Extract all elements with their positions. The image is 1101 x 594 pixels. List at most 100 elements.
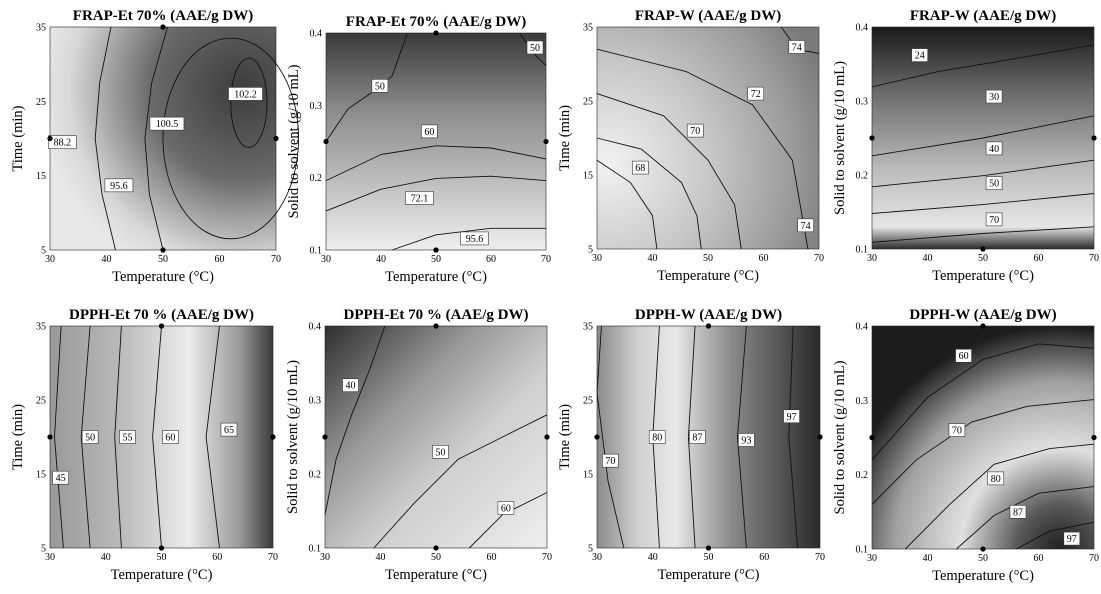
design-point [433,30,439,36]
x-tick-label: 70 [1089,253,1099,264]
panel-title: FRAP-Et 70% (AAE/g DW) [73,8,253,24]
contour-line [904,443,1095,550]
y-axis-label: Solid to solvent (g/10 mL) [286,64,302,218]
y-tick-label: 25 [583,97,593,108]
design-point [817,434,823,440]
y-tick-label: 0.3 [856,396,869,407]
y-tick-label: 0.2 [856,470,869,481]
y-tick-label: 0.2 [309,470,322,481]
contour-label-box [987,471,1005,486]
design-point [980,546,986,552]
contour-line [596,48,809,250]
design-point [158,323,165,329]
contour-line [788,325,799,549]
x-axis-label: Temperature (°C) [112,269,214,285]
x-axis-label: Temperature (°C) [657,268,759,284]
contour-label-box [686,123,704,138]
x-tick-label: 30 [592,552,602,563]
design-point [433,323,439,329]
x-tick-label: 30 [45,254,55,265]
x-tick-label: 50 [978,253,988,264]
contour-label-box [631,160,649,175]
x-tick-label: 50 [703,253,713,264]
contour-label-box [985,141,1003,156]
contour-label: 70 [989,215,999,226]
y-tick-label: 35 [583,322,593,333]
design-point [594,434,600,440]
design-point [160,247,166,253]
contour-label-box [104,178,134,193]
contour-line [80,325,91,549]
design-point [980,323,986,329]
panel-title: DPPH-W (AAE/g DW) [909,307,1056,323]
contour-panel-4: 24 30 40 50 70 30 40 50 60 70 0.1 0.2 0.3 0.4 FRAP-W (… [832,8,1099,284]
x-tick-label: 50 [158,254,168,265]
x-tick-label: 30 [592,253,602,264]
contour-label: 72 [751,89,761,100]
x-tick-label: 60 [759,552,769,563]
y-axis-label: Solid to solvent (g/10 mL) [285,360,301,514]
contour-panel-7: 70 80 87 93 97 30 40 50 60 70 5 15 25 35 DPPH-W (AAE/g… [557,307,825,583]
contour-line [324,325,386,515]
y-tick-label: 0.2 [310,173,323,184]
x-tick-label: 70 [271,254,281,265]
y-tick-label: 15 [583,470,593,481]
contour-label-box [738,433,755,447]
contour-panel-6: 40 50 60 30 40 50 60 70 0.1 0.2 0.3 0.4 DPPH-Et 70 %… [285,307,552,583]
contour-label: 95.6 [110,181,128,192]
y-axis-label: Solid to solvent (g/10 mL) [832,360,848,514]
y-tick-label: 0.3 [856,97,869,108]
contour-panel-3: 68 70 72 74 74 30 40 50 60 70 5 15 25 35 FRAP-W (AAE/g… [557,8,824,284]
y-tick-label: 0.3 [310,101,323,112]
design-point [270,434,276,440]
x-tick-label: 40 [923,253,933,264]
y-tick-label: 15 [36,470,46,481]
contour-line [871,115,1095,157]
contour-label: 50 [530,43,540,54]
x-tick-label: 40 [102,254,112,265]
contour-label-box [955,348,972,363]
contour-line [152,325,162,549]
contour-label: 50 [85,433,95,444]
x-tick-label: 50 [704,552,714,563]
contour-label: 60 [424,127,434,138]
x-tick-label: 70 [815,552,825,563]
contour-line [162,37,300,240]
contour-label-box [228,87,263,101]
panel-title: DPPH-Et 70 % (AAE/g DW) [69,307,254,323]
y-axis-label: Time (min) [10,105,26,171]
contour-label: 30 [989,92,999,103]
contour-line [94,26,116,251]
x-tick-label: 70 [814,253,824,264]
x-tick-label: 40 [923,553,933,564]
contour-label-box [648,430,666,444]
x-tick-label: 50 [157,552,167,563]
y-tick-label: 0.1 [856,545,869,556]
contour-line [871,226,1095,243]
y-tick-label: 0.4 [856,322,869,333]
contour-label: 102.2 [234,89,257,100]
contour-label: 40 [346,381,356,392]
contour-label-box [526,40,544,55]
contour-label: 55 [122,433,132,444]
y-tick-label: 15 [36,171,46,182]
contour-panel-2: 50 50 60 72.1 95.6 30 40 50 60 70 0.1 0.2 0.3 0.4 FRAP… [286,14,551,285]
contour-label: 87 [692,433,702,444]
y-tick-label: 5 [588,245,593,256]
y-tick-label: 0.4 [309,322,322,333]
contour-label-box [405,191,434,205]
contour-label-box [421,124,438,139]
contour-line [325,145,547,182]
contour-line [325,175,547,212]
design-point [273,135,279,142]
x-tick-label: 30 [867,253,877,264]
design-point [322,434,328,440]
design-point [705,545,712,551]
contour-line [871,193,1095,214]
x-tick-label: 60 [212,552,222,563]
x-tick-label: 70 [541,254,551,265]
y-tick-label: 5 [41,544,46,555]
panel-title: FRAP-W (AAE/g DW) [910,8,1056,24]
contour-label-box [1063,531,1081,546]
